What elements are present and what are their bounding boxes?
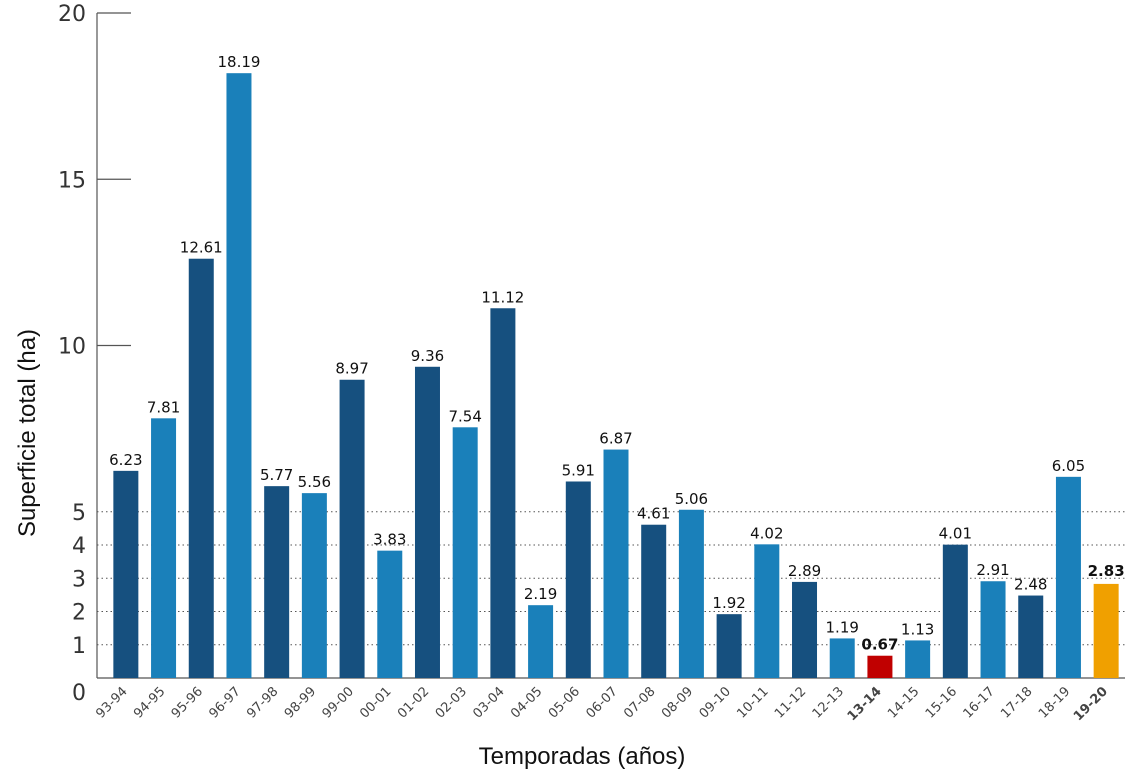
value-label-05-06: 5.91	[562, 461, 595, 479]
y-tick-label: 5	[72, 501, 86, 526]
x-axis-label: Temporadas (años)	[479, 743, 686, 770]
bar-06-07	[603, 449, 629, 678]
bar-09-10	[716, 614, 742, 678]
value-label-03-04: 11.12	[481, 288, 524, 306]
value-label-12-13: 1.19	[826, 618, 859, 636]
x-tick-07-08: 07-08	[621, 684, 658, 721]
x-tick-13-14: 13-14	[845, 684, 885, 724]
bar-97-98	[264, 486, 290, 678]
value-label-17-18: 2.48	[1014, 576, 1047, 594]
y-axis-label: Superficie total (ha)	[14, 329, 41, 537]
value-label-04-05: 2.19	[524, 585, 557, 603]
bar-18-19	[1055, 476, 1081, 678]
x-tick-01-02: 01-02	[395, 684, 432, 721]
bar-14-15	[905, 640, 931, 678]
x-tick-03-04: 03-04	[470, 684, 507, 721]
value-label-18-19: 6.05	[1052, 457, 1085, 475]
x-tick-04-05: 04-05	[508, 684, 545, 721]
x-tick-99-00: 99-00	[320, 684, 357, 721]
value-label-98-99: 5.56	[298, 473, 331, 491]
bar-11-12	[792, 581, 818, 678]
x-tick-00-01: 00-01	[357, 684, 394, 721]
x-tick-93-94: 93-94	[93, 684, 130, 721]
value-label-99-00: 8.97	[335, 360, 368, 378]
value-label-08-09: 5.06	[675, 490, 708, 508]
bar-16-17	[980, 581, 1006, 678]
x-tick-14-15: 14-15	[885, 684, 922, 721]
bar-04-05	[528, 605, 554, 678]
x-tick-96-97: 96-97	[206, 684, 243, 721]
bar-19-20	[1093, 583, 1119, 678]
x-tick-17-18: 17-18	[998, 684, 1035, 721]
x-tick-06-07: 06-07	[584, 684, 621, 721]
value-label-19-20: 2.83	[1088, 562, 1125, 580]
x-tick-11-12: 11-12	[772, 684, 809, 721]
value-label-07-08: 4.61	[637, 505, 670, 523]
bar-05-06	[565, 481, 591, 678]
bar-99-00	[339, 379, 365, 678]
x-tick-16-17: 16-17	[961, 684, 998, 721]
value-label-94-95: 7.81	[147, 398, 180, 416]
x-tick-19-20: 19-20	[1071, 684, 1111, 724]
bar-02-03	[452, 427, 478, 678]
y-tick-label: 3	[72, 567, 86, 592]
value-labels: 6.23 7.81 12.61 18.19 5.77 5.56 8.97 3.83 9.36 7.…	[109, 53, 1125, 654]
x-tick-09-10: 09-10	[697, 684, 734, 721]
y-tick-label: 4	[72, 534, 86, 559]
value-label-06-07: 6.87	[599, 430, 632, 448]
value-label-96-97: 18.19	[217, 53, 260, 71]
value-label-10-11: 4.02	[750, 524, 783, 542]
bar-03-04	[490, 308, 516, 678]
value-label-14-15: 1.13	[901, 620, 934, 638]
x-tick-12-13: 12-13	[810, 684, 847, 721]
x-tick-98-99: 98-99	[282, 684, 319, 721]
value-label-95-96: 12.61	[180, 239, 223, 257]
value-label-93-94: 6.23	[109, 451, 142, 469]
bar-94-95	[151, 418, 177, 678]
value-label-01-02: 9.36	[411, 347, 444, 365]
x-tick-labels: 93-94 94-95 95-96 96-97 97-98 98-99 99-00 00-01…	[93, 684, 1111, 724]
y-tick-label: 10	[58, 335, 86, 360]
value-label-16-17: 2.91	[976, 561, 1009, 579]
bar-96-97	[226, 73, 252, 679]
y-tick-label: 0	[72, 681, 86, 706]
bar-98-99	[301, 493, 327, 678]
bar-01-02	[414, 366, 440, 678]
bar-12-13	[829, 638, 855, 678]
value-label-02-03: 7.54	[448, 407, 481, 425]
y-tick-label: 2	[72, 601, 86, 626]
y-tick-label: 20	[58, 2, 86, 27]
x-tick-02-03: 02-03	[433, 684, 470, 721]
value-label-00-01: 3.83	[373, 531, 406, 549]
bar-07-08	[641, 524, 667, 678]
bar-00-01	[377, 550, 403, 678]
x-tick-97-98: 97-98	[244, 684, 281, 721]
x-tick-08-09: 08-09	[659, 684, 696, 721]
bar-08-09	[678, 509, 704, 678]
bar-17-18	[1018, 595, 1044, 678]
value-label-97-98: 5.77	[260, 466, 293, 484]
x-tick-94-95: 94-95	[131, 684, 168, 721]
bar-93-94	[113, 470, 139, 678]
x-tick-15-16: 15-16	[923, 684, 960, 721]
value-label-09-10: 1.92	[712, 594, 745, 612]
value-label-15-16: 4.01	[939, 525, 972, 543]
x-tick-18-19: 18-19	[1036, 684, 1073, 721]
value-label-11-12: 2.89	[788, 562, 821, 580]
bar-13-14	[867, 655, 893, 678]
value-label-13-14: 0.67	[861, 636, 898, 654]
x-tick-10-11: 10-11	[734, 684, 771, 721]
y-tick-label: 15	[58, 168, 86, 193]
bars	[113, 73, 1119, 679]
y-tick-label: 1	[72, 634, 86, 659]
bar-10-11	[754, 544, 780, 678]
x-tick-95-96: 95-96	[169, 684, 206, 721]
bar-95-96	[188, 258, 214, 678]
bar-15-16	[942, 544, 968, 678]
x-tick-05-06: 05-06	[546, 684, 583, 721]
